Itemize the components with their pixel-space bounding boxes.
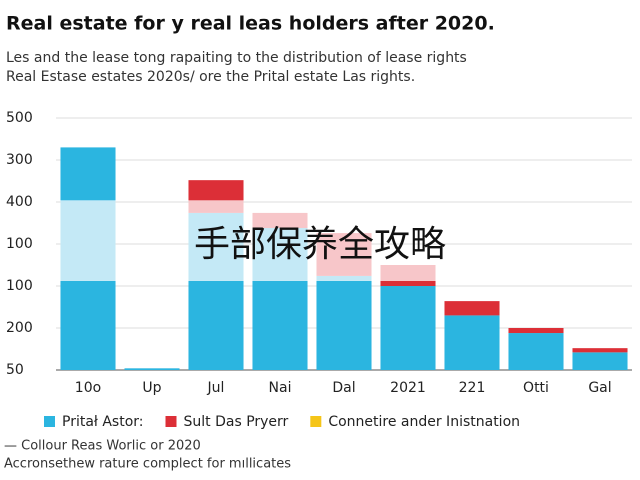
note: — Collour Reas Worlic or 2020 bbox=[4, 439, 201, 454]
legend-swatch bbox=[44, 416, 55, 427]
bar-segment bbox=[572, 348, 628, 353]
y-tick-label: 50 bbox=[6, 362, 24, 378]
bar-segment bbox=[508, 333, 564, 370]
legend-swatch bbox=[310, 416, 322, 427]
bar-segment bbox=[60, 147, 116, 201]
bar-segment bbox=[60, 200, 116, 281]
bar-segment bbox=[188, 280, 244, 370]
legend-label: Pritał Astor: bbox=[62, 414, 144, 430]
watermark: 手部保养全攻略 bbox=[194, 224, 446, 265]
bar-segment bbox=[124, 368, 180, 370]
y-tick-label: 100 bbox=[6, 278, 33, 294]
x-tick-label: 221 bbox=[459, 380, 486, 396]
x-tick-label: Nai bbox=[269, 380, 292, 396]
plot: 50 200 100 100 400 300 500 10o Up Jul Nai Dal 2021 22… bbox=[6, 110, 632, 430]
y-tick-label: 200 bbox=[6, 320, 33, 336]
y-tick-label: 300 bbox=[6, 152, 33, 168]
note: Accronsethew rature complect for mıllica… bbox=[4, 457, 291, 472]
chart-title: Real estate for y real leas holders afte… bbox=[6, 13, 495, 35]
bar-segment bbox=[252, 228, 308, 281]
bar-segment bbox=[508, 328, 564, 334]
legend-label: Sult Das Pryerr bbox=[184, 414, 289, 430]
bar-segment bbox=[444, 301, 500, 316]
legend-label: Connetire ander Inistnation bbox=[328, 414, 520, 430]
bar-segment bbox=[252, 212, 308, 229]
bar-segment bbox=[188, 180, 244, 201]
subtitle: Les and the lease tong rapaiting to the … bbox=[6, 50, 467, 66]
legend-swatch bbox=[165, 416, 177, 427]
bar-segment bbox=[252, 280, 308, 370]
x-tick-label: Up bbox=[142, 380, 161, 396]
y-tick-label: 100 bbox=[6, 236, 33, 252]
x-tick-label: Otti bbox=[523, 380, 549, 396]
x-tick-label: Jul bbox=[207, 380, 225, 396]
bar-segment bbox=[444, 315, 500, 370]
y-tick-label: 500 bbox=[6, 110, 33, 126]
bar-segment bbox=[572, 352, 628, 370]
x-tick-label: Dal bbox=[332, 380, 355, 396]
bar-segment bbox=[188, 200, 244, 213]
bar-segment bbox=[60, 280, 116, 370]
bar-segment bbox=[316, 233, 372, 276]
bar-segment bbox=[316, 280, 372, 370]
bar-segment bbox=[380, 280, 436, 286]
subtitle: Real Estase estates 2020s/ ore the Prita… bbox=[6, 69, 415, 85]
x-tick-label: Gal bbox=[588, 380, 611, 396]
x-tick-label: 10o bbox=[75, 380, 101, 396]
bar-segment bbox=[188, 212, 244, 281]
y-tick-label: 400 bbox=[6, 194, 33, 210]
bar-segment bbox=[316, 275, 372, 281]
x-tick-label: 2021 bbox=[390, 380, 426, 396]
bar-segment bbox=[380, 286, 436, 370]
bar-segment bbox=[380, 265, 436, 281]
